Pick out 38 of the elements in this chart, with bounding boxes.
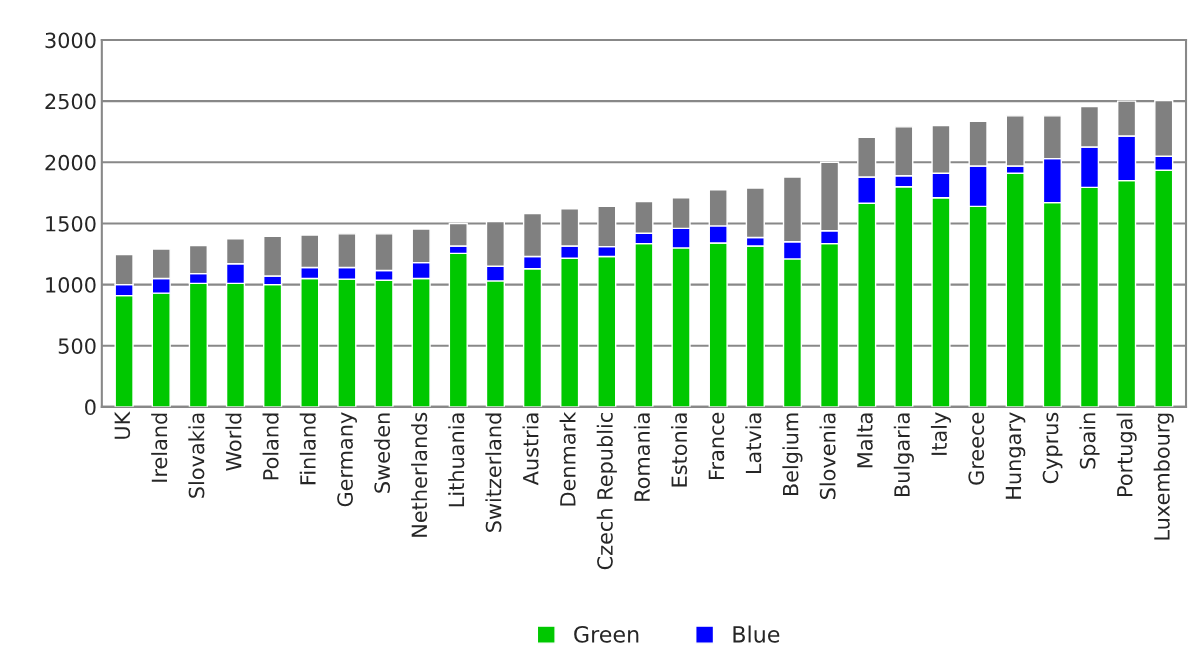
x-tick-label: Ireland	[151, 413, 168, 482]
x-tick-label: Latvia	[745, 413, 762, 474]
x-tick-label: France	[708, 412, 725, 479]
x-tick-label: Denmark	[559, 411, 576, 506]
x-tick-label: Netherlands	[411, 412, 428, 537]
y-tick-label: 2000	[45, 154, 96, 171]
x-tick-label: Czech Republic	[596, 413, 617, 570]
x-tick-label: Bulgaria	[893, 413, 914, 497]
y-tick-label: 0	[85, 399, 96, 416]
x-tick-label: Slovenia	[819, 413, 836, 500]
x-tick-label: Italy	[930, 412, 952, 455]
y-tick-label: 3000	[45, 32, 96, 49]
x-tick-label: Hungary	[1005, 412, 1026, 499]
y-tick-label: 1000	[46, 277, 96, 293]
y-tick-label: 1500	[46, 215, 96, 232]
x-tick-label: Finland	[299, 413, 316, 485]
x-tick-label: Belgium	[782, 413, 803, 496]
x-tick-label: Lithuania	[448, 413, 465, 507]
x-tick-label: Luxembourg	[1153, 413, 1174, 540]
x-tick-label: Germany	[337, 412, 357, 507]
x-tick-label: Austria	[522, 413, 539, 486]
x-tick-label: Estonia	[670, 413, 688, 487]
x-tick-label: Greece	[968, 412, 985, 485]
x-tick-label: Spain	[1079, 413, 1100, 469]
x-tick-label: Malta	[856, 413, 873, 468]
x-tick-label: World	[225, 413, 242, 471]
x-tick-label: Cyprus	[1042, 412, 1063, 484]
x-tick-label: Romania	[633, 413, 650, 501]
y-tick-label: 2500	[45, 93, 96, 110]
x-tick-label: Poland	[262, 413, 279, 480]
x-tick-label: Sweden	[373, 413, 391, 493]
x-tick-label: UK	[114, 411, 131, 439]
y-tick-label: 500	[58, 338, 96, 354]
x-tick-label: Portugal	[1116, 413, 1137, 496]
legend-label: Green	[574, 625, 639, 643]
x-tick-label: Switzerland	[485, 413, 502, 532]
legend-label: Blue	[733, 625, 780, 643]
x-tick-label: Slovakia	[188, 413, 205, 498]
